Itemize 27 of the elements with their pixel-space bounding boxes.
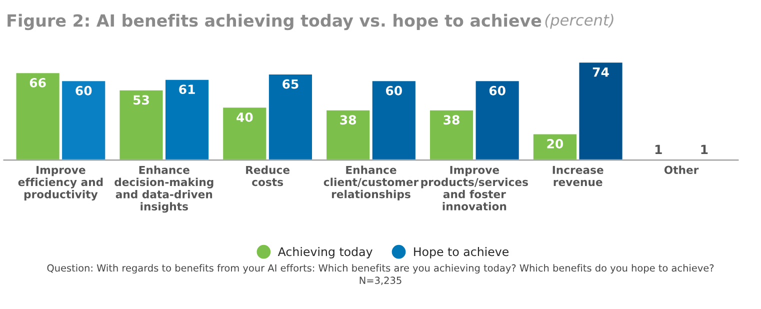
text: Question: With regards to benefits from your AI efforts: Which benefits are you achieving today? Which benefits do you hope to achieve?	[47, 264, 714, 274]
x-tick-label: Increase revenue	[552, 166, 604, 186]
data-label: 66	[30, 78, 46, 88]
legend-label: Hope to achieve	[414, 247, 509, 258]
data-label: 38	[340, 115, 356, 125]
legend-label: Achieving today	[278, 247, 372, 258]
data-label: 60	[489, 86, 506, 96]
x-tick-label: Improve products/services and foster innovation	[421, 166, 528, 210]
chart-title: Figure 2: AI benefits achieving today vs. hope to achieve	[8, 14, 542, 30]
x-tick-label: Enhance decision-making and data-driven insights	[114, 166, 214, 213]
data-label: 65	[282, 79, 298, 89]
x-tick-label: Enhance client/customer relationships	[324, 166, 419, 200]
data-label: 38	[444, 115, 460, 125]
x-tick-label: Improve efficiency and productivity	[18, 166, 103, 201]
x-tick-label: Other	[664, 166, 699, 174]
data-label: 1	[701, 144, 708, 154]
data-label: 60	[76, 86, 92, 96]
data-label: 1	[655, 144, 662, 154]
data-label: 60	[386, 86, 402, 96]
data-label: 20	[547, 139, 564, 148]
text: N=3,235	[360, 276, 402, 286]
data-label: 40	[236, 112, 253, 122]
data-label: 74	[592, 68, 609, 77]
data-label: 53	[133, 95, 149, 105]
x-tick-label: Reduce costs	[246, 166, 290, 186]
chart-subtitle: (percent)	[545, 14, 614, 29]
data-label: 61	[179, 84, 195, 94]
